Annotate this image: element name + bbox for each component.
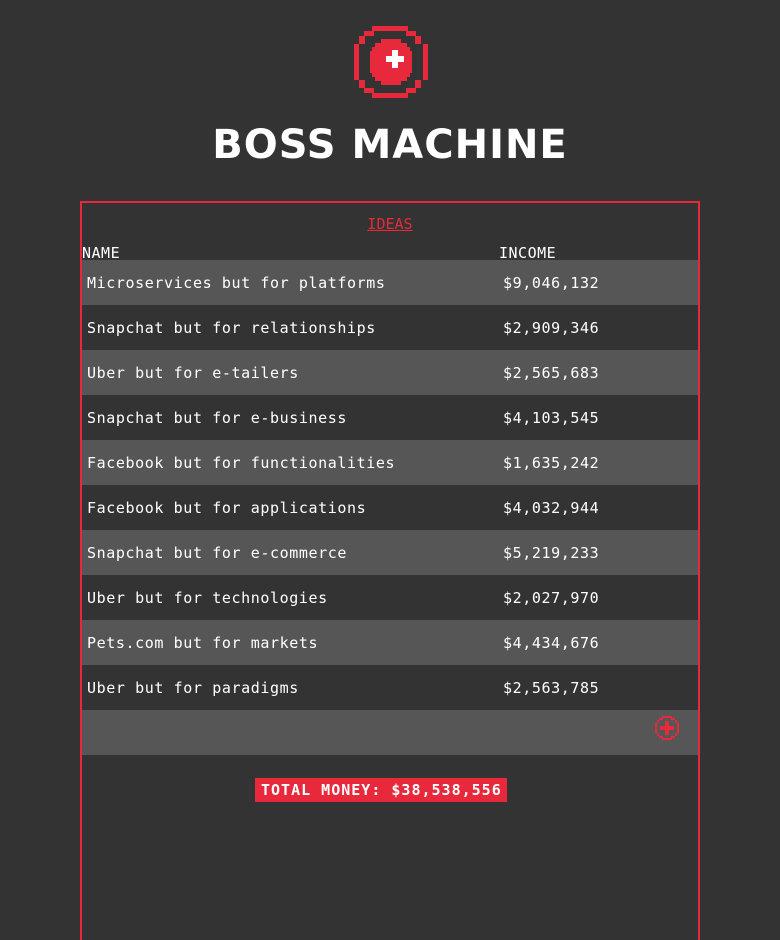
idea-income: $2,563,785 [503, 679, 600, 697]
column-header-income: INCOME [499, 244, 557, 262]
idea-income: $4,434,676 [503, 634, 600, 652]
logo-icon [354, 26, 428, 100]
idea-name: Snapchat but for e-business [87, 409, 348, 427]
ideas-list: Microservices but for platforms $9,046,1… [82, 260, 698, 755]
column-header-name: NAME [82, 244, 121, 262]
idea-row[interactable]: Microservices but for platforms $9,046,1… [82, 260, 698, 305]
idea-income: $9,046,132 [503, 274, 600, 292]
idea-row[interactable]: Snapchat but for e-business $4,103,545 [82, 395, 698, 440]
ideas-link[interactable]: IDEAS [367, 215, 413, 233]
idea-name: Facebook but for functionalities [87, 454, 396, 472]
idea-income: $4,103,545 [503, 409, 600, 427]
idea-name: Snapchat but for e-commerce [87, 544, 348, 562]
idea-name: Microservices but for platforms [87, 274, 386, 292]
idea-name: Snapchat but for relationships [87, 319, 376, 337]
idea-income: $1,635,242 [503, 454, 600, 472]
idea-name: Facebook but for applications [87, 499, 367, 517]
idea-row[interactable]: Snapchat but for e-commerce $5,219,233 [82, 530, 698, 575]
total-money-badge: TOTAL MONEY: $38,538,556 [255, 778, 507, 802]
idea-row[interactable]: Snapchat but for relationships $2,909,34… [82, 305, 698, 350]
idea-name: Uber but for paradigms [87, 679, 299, 697]
idea-income: $5,219,233 [503, 544, 600, 562]
idea-name: Pets.com but for markets [87, 634, 319, 652]
ideas-panel: IDEAS NAME INCOME Microservices but for … [80, 201, 700, 940]
idea-row[interactable]: Uber but for technologies $2,027,970 [82, 575, 698, 620]
idea-row[interactable]: Uber but for paradigms $2,563,785 [82, 665, 698, 710]
idea-row[interactable]: Pets.com but for markets $4,434,676 [82, 620, 698, 665]
idea-name: Uber but for e-tailers [87, 364, 299, 382]
idea-row[interactable]: Facebook but for applications $4,032,944 [82, 485, 698, 530]
idea-income: $2,027,970 [503, 589, 600, 607]
add-circle-icon[interactable] [655, 716, 679, 740]
idea-row[interactable]: Uber but for e-tailers $2,565,683 [82, 350, 698, 395]
idea-income: $2,909,346 [503, 319, 600, 337]
idea-name: Uber but for technologies [87, 589, 328, 607]
add-idea-row [82, 710, 698, 755]
page-title: BOSS MACHINE [212, 122, 568, 168]
idea-income: $2,565,683 [503, 364, 600, 382]
idea-income: $4,032,944 [503, 499, 600, 517]
idea-row[interactable]: Facebook but for functionalities $1,635,… [82, 440, 698, 485]
